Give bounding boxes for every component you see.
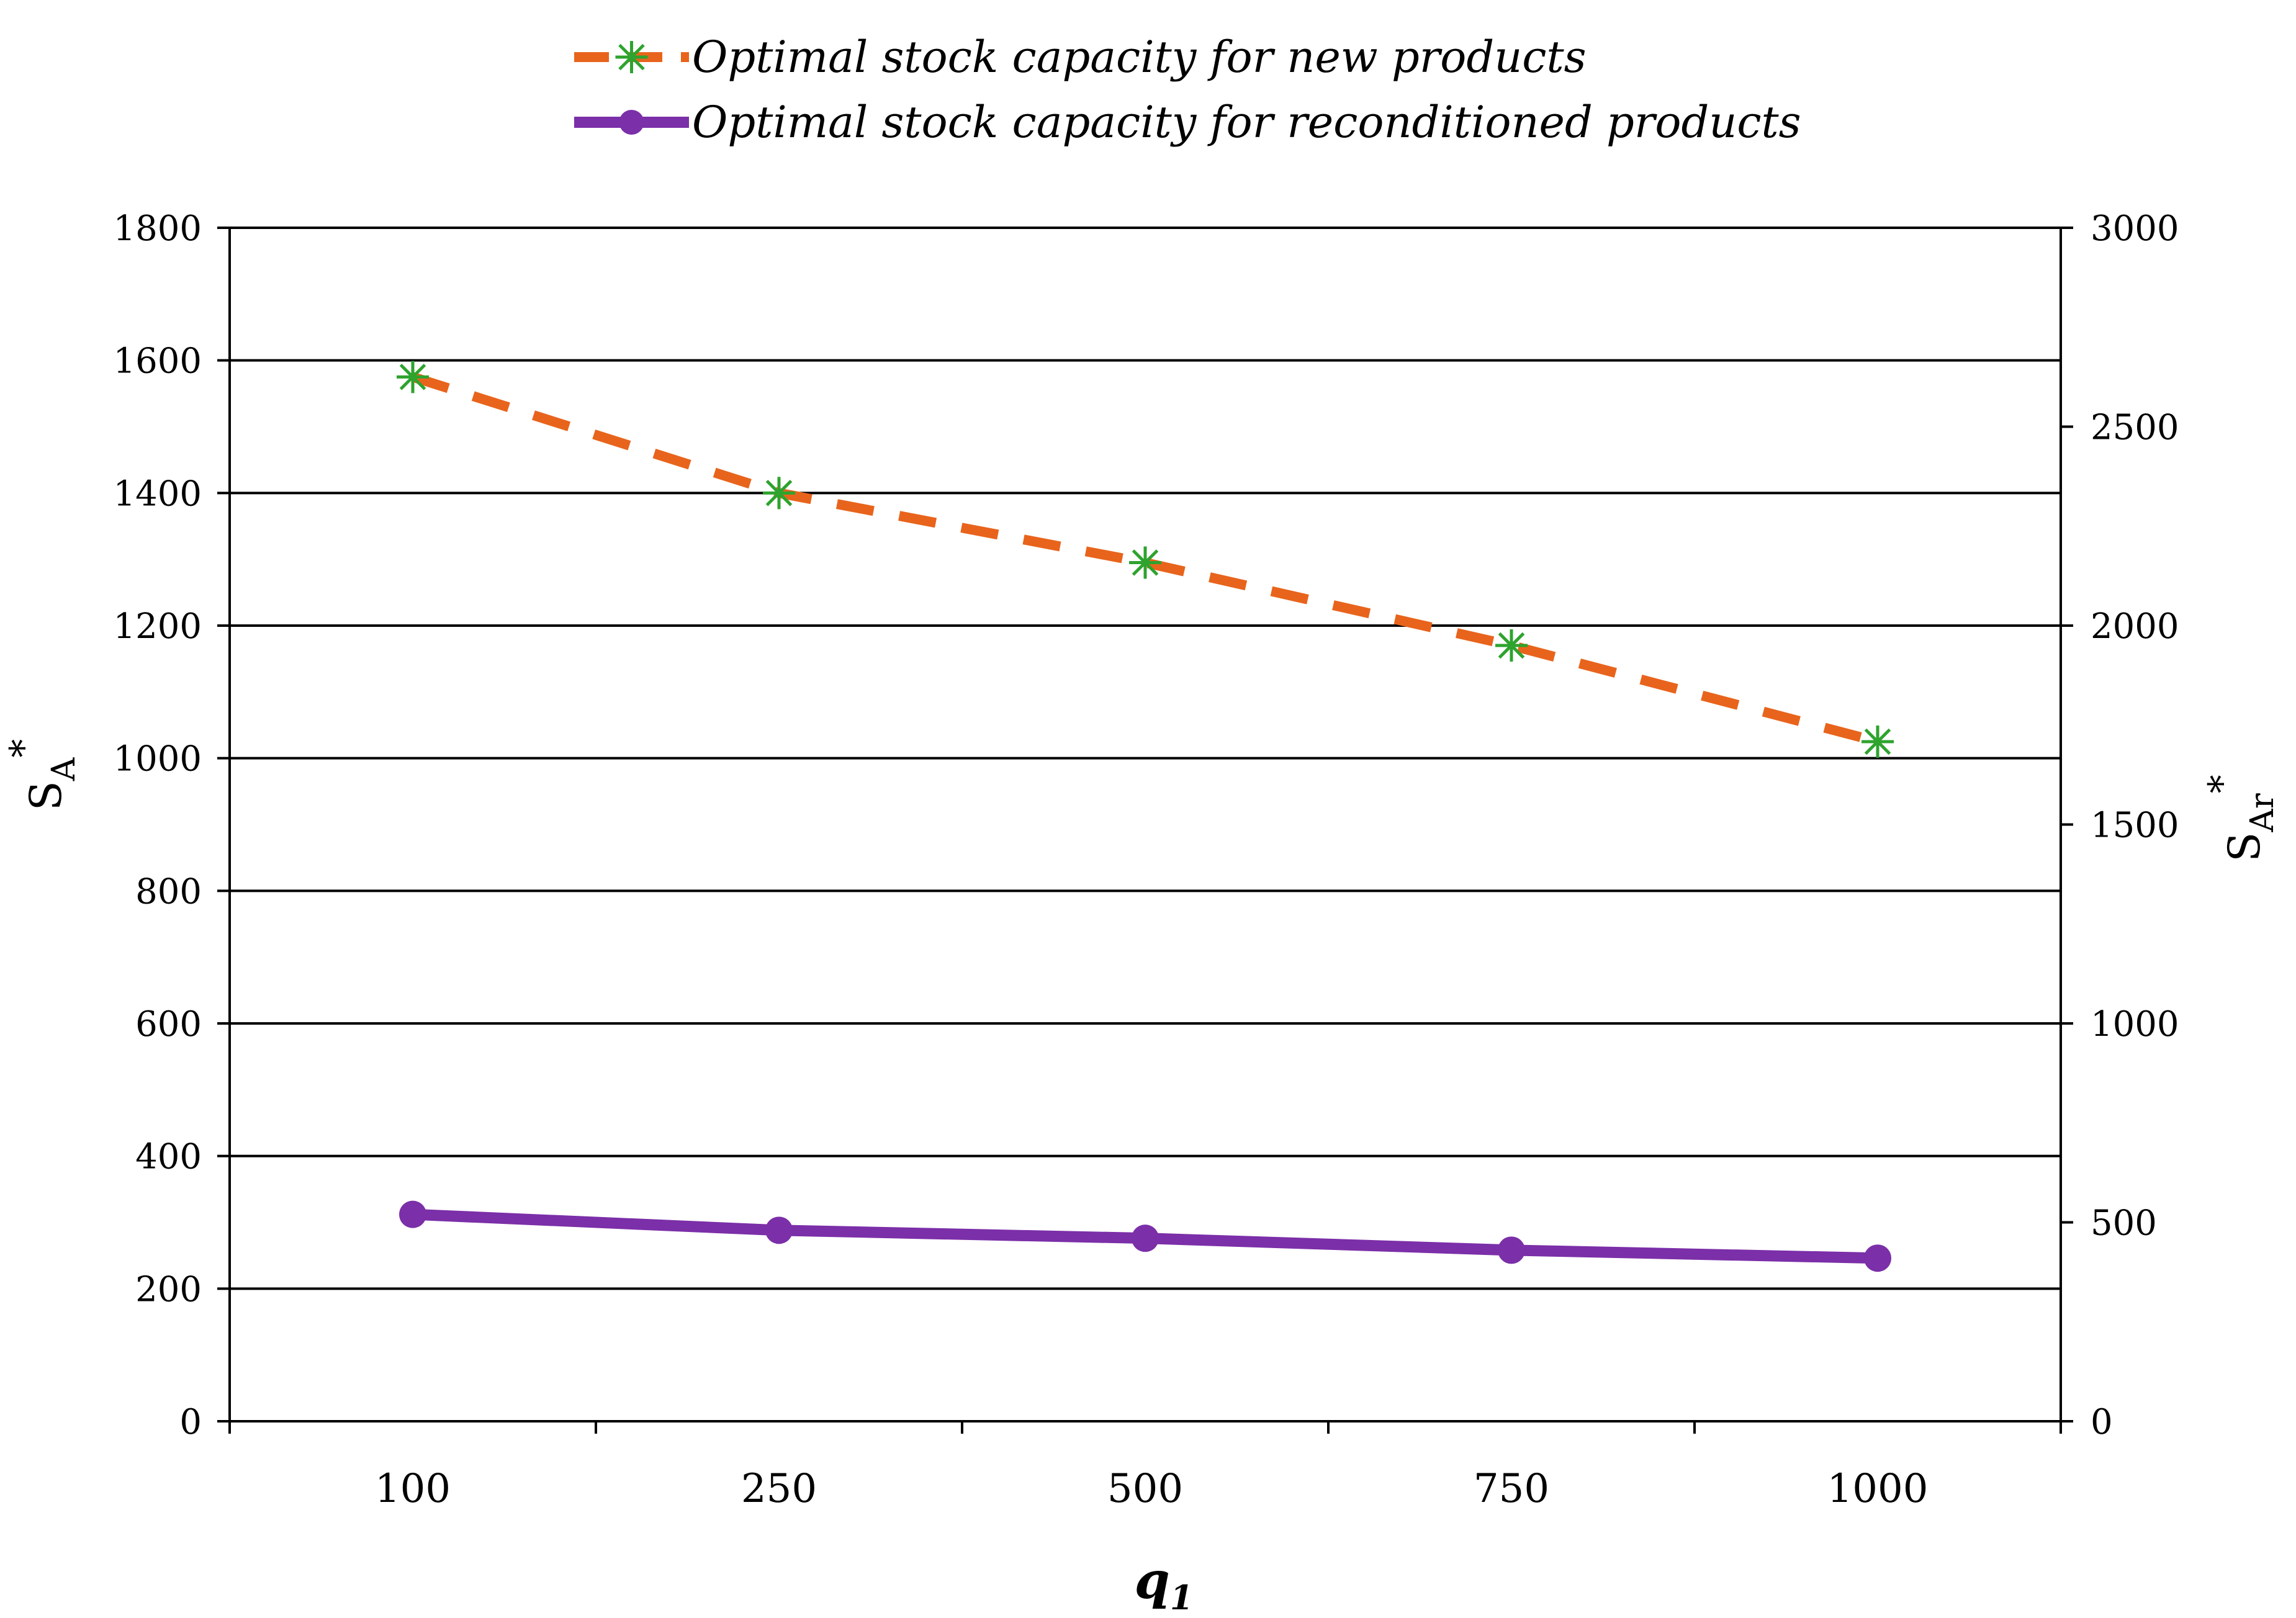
series bbox=[397, 361, 1894, 1272]
legend-item-1: Optimal stock capacity for new products bbox=[574, 32, 1587, 83]
y-right-tick-label: 2000 bbox=[2091, 606, 2179, 647]
y-right-axis-label-main: S bbox=[2219, 832, 2270, 862]
y-left-tick-label: 400 bbox=[135, 1137, 202, 1177]
marker-stroke bbox=[1864, 728, 1891, 755]
y-left-tick-label: 1000 bbox=[113, 739, 202, 780]
legend-swatch-marker bbox=[615, 41, 648, 73]
data-point bbox=[399, 1200, 426, 1228]
y-left-tick-label: 600 bbox=[135, 1004, 202, 1045]
data-point bbox=[1864, 1244, 1891, 1272]
legend-swatch-marker bbox=[619, 110, 644, 135]
y-right-axis-label-sup: * bbox=[2200, 775, 2244, 793]
y-right-tick-label: 1000 bbox=[2091, 1004, 2179, 1045]
y-right-tick-label: 2500 bbox=[2091, 408, 2179, 448]
y-left-axis-label-sup: * bbox=[2, 739, 45, 758]
marker-stroke bbox=[765, 480, 793, 506]
y-left-axis-label-main: S bbox=[20, 781, 71, 811]
y-right-tick-label: 0 bbox=[2091, 1402, 2113, 1442]
marker-stroke bbox=[1498, 632, 1525, 659]
x-axis-label-sub: 1 bbox=[1170, 1578, 1194, 1615]
legend-label: Optimal stock capacity for new products bbox=[692, 32, 1587, 83]
y-left-axis-label-sub: A bbox=[45, 757, 83, 781]
data-point bbox=[1495, 629, 1528, 662]
y-right-tick-label: 1500 bbox=[2091, 806, 2179, 846]
x-tick-label: 500 bbox=[1107, 1466, 1183, 1512]
y-left-tick-label: 800 bbox=[135, 871, 202, 912]
x-axis-label: q1 bbox=[1135, 1551, 1194, 1615]
data-point bbox=[1498, 1236, 1525, 1264]
x-tick-label: 250 bbox=[741, 1466, 817, 1512]
grid bbox=[230, 227, 2061, 1290]
x-tick-label: 1000 bbox=[1827, 1466, 1929, 1512]
legend-label: Optimal stock capacity for reconditioned… bbox=[692, 97, 1801, 148]
series-2 bbox=[399, 1200, 1891, 1272]
marker-stroke bbox=[618, 43, 645, 71]
data-point bbox=[1132, 1225, 1159, 1252]
data-point bbox=[1129, 546, 1161, 579]
y-right-tick-label: 500 bbox=[2091, 1203, 2157, 1244]
y-left-tick-label: 1200 bbox=[113, 606, 202, 647]
y-left-tick-label: 0 bbox=[179, 1402, 202, 1442]
y-left-tick-label: 200 bbox=[135, 1269, 202, 1310]
marker-stroke bbox=[399, 364, 426, 390]
x-tick-label: 750 bbox=[1474, 1466, 1549, 1512]
y-right-axis-label: SAr* bbox=[2200, 775, 2281, 861]
series-1 bbox=[397, 361, 1894, 758]
axes: 0 200 400 600 800 1000 1200 1400 1600 1800 0 500 100… bbox=[2, 209, 2281, 1617]
y-left-tick-label: 1600 bbox=[113, 341, 202, 382]
data-point bbox=[763, 477, 795, 510]
data-point bbox=[765, 1216, 793, 1244]
data-point bbox=[1862, 725, 1894, 758]
series-line bbox=[411, 372, 1880, 747]
legend: Optimal stock capacity for new products O… bbox=[574, 32, 1801, 148]
x-axis-label-main: q bbox=[1135, 1551, 1170, 1611]
y-left-axis-label: SA* bbox=[2, 739, 83, 811]
y-right-axis-label-sub: Ar bbox=[2244, 793, 2281, 833]
legend-item-2: Optimal stock capacity for reconditioned… bbox=[574, 97, 1801, 148]
x-tick-label: 100 bbox=[375, 1466, 451, 1512]
y-left-tick-label: 1800 bbox=[113, 209, 202, 249]
marker-stroke bbox=[1132, 549, 1159, 576]
y-left-tick-label: 1400 bbox=[113, 474, 202, 514]
y-right-tick-label: 3000 bbox=[2091, 209, 2179, 249]
data-point bbox=[397, 361, 429, 393]
